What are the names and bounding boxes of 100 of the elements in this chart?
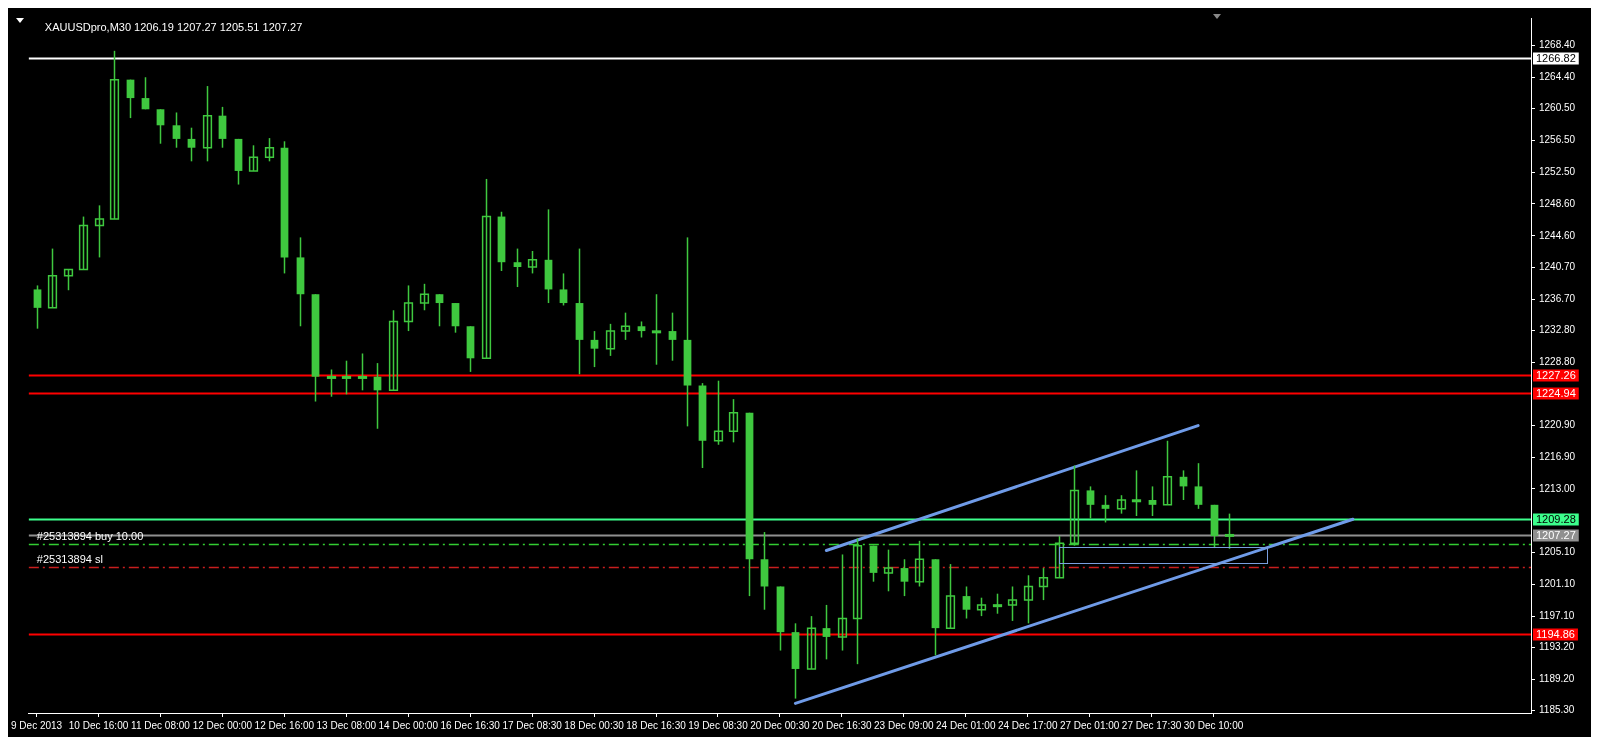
ref-line-label: #25313894 buy 10.00 bbox=[36, 530, 144, 543]
candlestick bbox=[1038, 567, 1049, 601]
y-tick-label: 1236.70 bbox=[1539, 292, 1576, 304]
candlestick bbox=[527, 250, 538, 275]
x-tick-label: 10 Dec 16:00 bbox=[68, 719, 129, 731]
ref-line-label: 1194.86 bbox=[1536, 627, 1575, 640]
candlestick bbox=[172, 111, 181, 149]
candlestick bbox=[822, 604, 831, 661]
y-tick-label: 1193.20 bbox=[1539, 641, 1575, 653]
candlestick bbox=[1086, 485, 1095, 520]
y-tick-label: 1213.00 bbox=[1539, 482, 1576, 494]
y-tick-label: 1220.90 bbox=[1539, 419, 1576, 431]
y-tick-label: 1244.60 bbox=[1539, 229, 1576, 241]
x-tick-label: 13 Dec 08:00 bbox=[316, 719, 377, 731]
candlestick bbox=[1101, 494, 1110, 524]
candlestick bbox=[590, 330, 599, 368]
x-tick-label: 11 Dec 08:00 bbox=[131, 719, 191, 731]
candlestick bbox=[94, 204, 105, 259]
candlestick bbox=[388, 309, 399, 392]
candlestick bbox=[713, 379, 724, 446]
candlestick bbox=[945, 563, 956, 629]
x-tick-label: 9 Dec 2013 bbox=[11, 719, 63, 731]
chart-title: XAUUSDpro,M30 1206.19 1207.27 1205.51 1207.27 bbox=[44, 21, 303, 34]
candlestick bbox=[513, 247, 522, 288]
candlestick bbox=[264, 137, 275, 163]
ref-line-label: 1207.27 bbox=[1536, 528, 1576, 541]
candlestick bbox=[341, 359, 352, 396]
ref-line-label: 1209.28 bbox=[1536, 512, 1576, 525]
y-tick-label: 1260.50 bbox=[1539, 102, 1576, 114]
candlestick bbox=[1194, 462, 1203, 510]
candlestick bbox=[403, 284, 414, 332]
candlestick bbox=[63, 268, 74, 291]
candlestick bbox=[109, 50, 120, 220]
y-tick-label: 1240.70 bbox=[1539, 260, 1576, 272]
candlestick bbox=[202, 85, 213, 163]
candlestick bbox=[1148, 485, 1157, 517]
x-tick-label: 23 Dec 09:00 bbox=[874, 719, 934, 731]
candlestick bbox=[962, 585, 971, 620]
candlestick bbox=[976, 596, 987, 617]
candlestick bbox=[900, 558, 909, 597]
y-tick-label: 1189.20 bbox=[1539, 673, 1575, 685]
x-tick-label: 14 Dec 00:00 bbox=[378, 719, 439, 731]
y-tick-label: 1201.10 bbox=[1539, 577, 1576, 589]
candlestick bbox=[1007, 585, 1018, 622]
y-tick-label: 1248.60 bbox=[1539, 197, 1576, 209]
candlestick bbox=[1224, 512, 1235, 550]
x-tick-label: 19 Dec 08:30 bbox=[688, 719, 749, 731]
candlestick bbox=[1069, 464, 1080, 547]
candlestick bbox=[883, 548, 894, 593]
y-tick-label: 1216.90 bbox=[1539, 451, 1576, 463]
candlestick bbox=[605, 323, 616, 357]
candlestick bbox=[33, 284, 42, 330]
ref-line-label: 1266.82 bbox=[1536, 51, 1576, 64]
y-tick-label: 1252.50 bbox=[1539, 166, 1576, 178]
candlestick bbox=[187, 126, 196, 163]
x-tick-label: 18 Dec 16:30 bbox=[626, 719, 687, 731]
ref-line-label: #25313894 sl bbox=[36, 553, 103, 566]
candlestick bbox=[1116, 494, 1127, 515]
x-tick-label: 27 Dec 17:30 bbox=[1121, 719, 1182, 731]
y-tick-label: 1185.30 bbox=[1539, 704, 1575, 716]
x-tick-label: 12 Dec 00:00 bbox=[192, 719, 253, 731]
candlestick bbox=[728, 398, 739, 444]
candlestick bbox=[248, 144, 259, 172]
x-tick-label: 24 Dec 17:00 bbox=[997, 719, 1058, 731]
candlestick bbox=[837, 553, 848, 652]
candlestick bbox=[852, 537, 863, 665]
y-tick-label: 1197.10 bbox=[1539, 609, 1575, 621]
candlestick bbox=[156, 108, 165, 145]
candlestick bbox=[419, 283, 430, 311]
candlestick bbox=[357, 352, 368, 392]
x-tick-label: 17 Dec 08:30 bbox=[502, 719, 563, 731]
candlestick bbox=[1131, 469, 1142, 517]
candlestick bbox=[326, 368, 337, 398]
candlestick bbox=[1162, 440, 1173, 506]
x-tick-label: 20 Dec 16:30 bbox=[812, 719, 873, 731]
x-tick-label: 18 Dec 00:30 bbox=[564, 719, 625, 731]
candlestick bbox=[668, 311, 677, 362]
candlestick bbox=[620, 311, 631, 341]
candlestick bbox=[914, 540, 925, 588]
y-tick-label: 1264.40 bbox=[1539, 71, 1576, 82]
candlestick bbox=[559, 272, 568, 307]
x-tick-label: 24 Dec 01:00 bbox=[936, 719, 996, 731]
candlestick bbox=[78, 215, 89, 271]
candlestick bbox=[481, 178, 492, 360]
x-tick-label: 30 Dec 10:00 bbox=[1183, 719, 1244, 731]
y-tick-label: 1256.50 bbox=[1539, 134, 1576, 146]
x-tick-label: 27 Dec 01:00 bbox=[1059, 719, 1120, 731]
candlestick bbox=[651, 293, 662, 366]
candlestick bbox=[1023, 574, 1034, 625]
ref-line-label: 1227.26 bbox=[1536, 368, 1576, 381]
y-tick-label: 1232.80 bbox=[1539, 324, 1576, 336]
ref-line-label: 1224.94 bbox=[1536, 386, 1576, 399]
y-tick-label: 1228.80 bbox=[1539, 356, 1576, 368]
candlestick bbox=[435, 293, 444, 328]
candlestick bbox=[47, 247, 58, 309]
x-tick-label: 16 Dec 16:30 bbox=[440, 719, 501, 731]
y-tick-label: 1268.40 bbox=[1539, 38, 1576, 50]
candlestick bbox=[992, 592, 1003, 615]
x-tick-label: 20 Dec 00:30 bbox=[750, 719, 811, 731]
candlestick bbox=[806, 615, 817, 670]
